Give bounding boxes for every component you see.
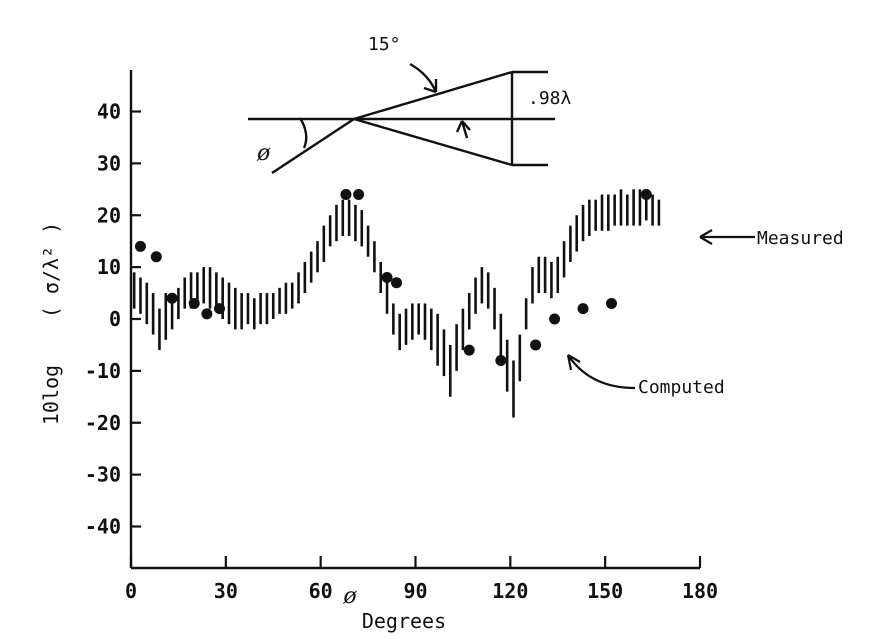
cone-geometry-inset	[248, 62, 555, 175]
inset-phi-label: ø	[256, 141, 271, 166]
x-tick-label: 60	[309, 579, 333, 603]
computed-point	[391, 277, 403, 289]
computed-point	[463, 344, 475, 356]
computed-point	[150, 251, 162, 263]
computed-point	[549, 313, 561, 325]
y-tick-label: 10	[97, 255, 121, 279]
y-tick-label: 40	[97, 100, 121, 124]
computed-point	[201, 308, 213, 320]
computed-point	[214, 303, 226, 315]
measured-label: Measured	[757, 228, 844, 249]
computed-point	[381, 272, 393, 283]
x-tick-label: 120	[492, 579, 528, 603]
computed-annotation: Computed	[566, 354, 725, 398]
y-tick-label: -40	[85, 515, 121, 539]
computed-point	[605, 297, 617, 309]
x-tick-label: 180	[682, 579, 718, 603]
computed-point	[353, 189, 365, 200]
computed-point	[166, 292, 178, 304]
computed-point	[640, 189, 652, 200]
x-tick-label: 0	[125, 579, 137, 603]
measured-annotation: Measured	[699, 228, 844, 249]
y-axis-ticks: 40 30 20 10 0 -10 -20 -30 -40	[85, 100, 141, 539]
computed-point	[134, 240, 146, 252]
y-axis-label-ratio: ( σ/λ² )	[39, 222, 63, 318]
computed-series	[134, 189, 652, 366]
inset-angle-label: 15°	[368, 34, 401, 55]
x-tick-label: 90	[403, 579, 427, 603]
computed-point	[530, 339, 542, 351]
x-axis-label: Degrees	[362, 609, 446, 633]
measured-series	[132, 189, 661, 418]
computed-point	[577, 303, 589, 315]
computed-point	[340, 189, 352, 200]
inset-length-label: .98λ	[528, 88, 572, 109]
y-tick-label: 20	[97, 203, 121, 227]
x-tick-label: 30	[214, 579, 238, 603]
x-axis-ticks: 0 30 60 90 120 150 180	[125, 556, 718, 603]
y-tick-label: -20	[85, 411, 121, 435]
computed-label: Computed	[638, 377, 725, 398]
y-axis-label-prefix: 10log	[39, 365, 63, 425]
y-tick-label: -10	[85, 359, 121, 383]
y-tick-label: 30	[97, 151, 121, 175]
x-axis-symbol: ø	[342, 584, 357, 609]
x-tick-label: 150	[587, 579, 623, 603]
computed-point	[188, 297, 200, 309]
y-tick-label: 0	[109, 307, 121, 331]
computed-point	[495, 355, 507, 366]
y-tick-label: -30	[85, 463, 121, 487]
